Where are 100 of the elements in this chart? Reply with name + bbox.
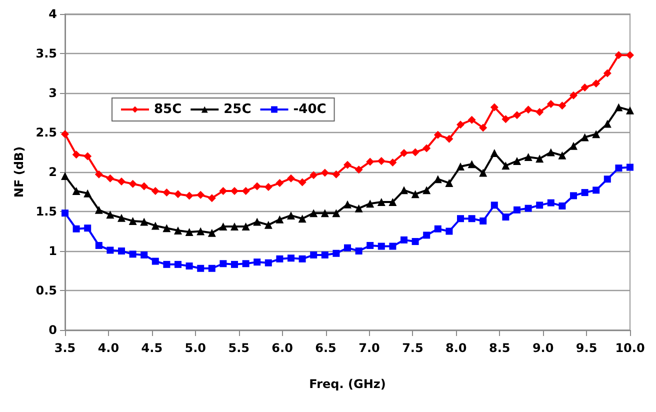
point xyxy=(614,51,623,60)
point xyxy=(72,225,80,232)
x-tick-label: 4.5 xyxy=(141,341,163,355)
point xyxy=(355,248,362,254)
point xyxy=(389,242,396,250)
point xyxy=(230,222,238,231)
y-tick-label: 1 xyxy=(48,244,57,258)
point xyxy=(230,186,238,195)
x-tick-label: 5.0 xyxy=(184,341,206,355)
point xyxy=(264,259,272,266)
point xyxy=(468,160,476,168)
legend-label: 25C xyxy=(224,102,252,117)
point xyxy=(310,171,318,180)
point xyxy=(513,111,521,120)
point xyxy=(536,108,544,116)
point xyxy=(570,192,577,200)
point xyxy=(163,260,170,268)
x-tick-label: 10.0 xyxy=(615,341,645,355)
point xyxy=(231,260,238,268)
point xyxy=(558,102,566,110)
point xyxy=(502,115,510,124)
point xyxy=(151,186,160,195)
point xyxy=(524,106,532,114)
y-tick-label: 0 xyxy=(48,323,57,337)
point xyxy=(242,186,250,195)
point xyxy=(129,250,136,258)
x-tick-label: 8.0 xyxy=(446,341,467,355)
point xyxy=(411,148,420,156)
point xyxy=(502,162,510,170)
point xyxy=(94,170,103,178)
point xyxy=(84,189,92,198)
point xyxy=(220,260,227,268)
legend-label: 85C xyxy=(154,102,182,117)
point xyxy=(400,236,408,244)
point xyxy=(580,133,589,142)
point xyxy=(354,204,363,212)
point xyxy=(276,215,284,224)
point xyxy=(468,116,476,124)
point xyxy=(185,192,194,200)
point xyxy=(106,246,114,254)
point xyxy=(310,209,318,218)
x-tick-label: 6.0 xyxy=(272,341,293,355)
point xyxy=(479,168,488,177)
y-tick-label: 2 xyxy=(48,165,57,179)
point xyxy=(186,262,193,270)
point xyxy=(128,216,137,225)
point xyxy=(264,220,272,229)
point xyxy=(242,260,250,268)
point xyxy=(208,228,216,237)
point xyxy=(457,215,464,222)
point xyxy=(490,149,498,158)
point xyxy=(106,174,114,182)
point xyxy=(174,226,182,234)
point xyxy=(287,174,295,182)
point xyxy=(62,210,68,217)
point xyxy=(412,238,419,246)
point xyxy=(61,130,69,138)
point xyxy=(174,190,182,198)
point xyxy=(626,106,634,114)
point xyxy=(287,211,295,220)
point xyxy=(490,202,498,209)
y-tick-label: 1.5 xyxy=(36,204,57,218)
point xyxy=(162,224,171,232)
point xyxy=(140,218,148,226)
point xyxy=(581,189,588,196)
x-axis-title: Freq. (GHz) xyxy=(309,377,386,391)
point xyxy=(377,198,386,206)
point xyxy=(72,186,80,195)
point xyxy=(614,103,623,112)
point xyxy=(366,158,374,166)
point xyxy=(320,168,329,177)
point xyxy=(264,183,272,192)
point xyxy=(61,172,69,180)
point xyxy=(298,178,306,186)
point xyxy=(422,144,431,152)
point xyxy=(445,179,454,188)
point xyxy=(558,151,566,160)
x-tick-label: 5.5 xyxy=(228,341,250,355)
y-axis-title: NF (dB) xyxy=(12,146,26,198)
point xyxy=(422,186,431,194)
x-tick-label: 8.5 xyxy=(488,341,510,355)
point xyxy=(434,225,442,232)
point xyxy=(502,214,510,221)
point xyxy=(445,134,454,143)
point xyxy=(546,100,555,108)
point xyxy=(514,206,520,214)
y-tick-label: 3.5 xyxy=(36,46,57,60)
point xyxy=(95,242,102,249)
point xyxy=(94,206,103,214)
point xyxy=(480,217,487,224)
point xyxy=(288,254,294,262)
point xyxy=(219,186,228,195)
point xyxy=(524,152,532,161)
x-tick-label: 4.0 xyxy=(98,341,120,355)
point xyxy=(298,214,306,223)
point xyxy=(456,120,464,129)
legend-label: -40C xyxy=(293,102,326,117)
point xyxy=(344,160,352,169)
point xyxy=(253,182,262,190)
point xyxy=(490,103,498,112)
